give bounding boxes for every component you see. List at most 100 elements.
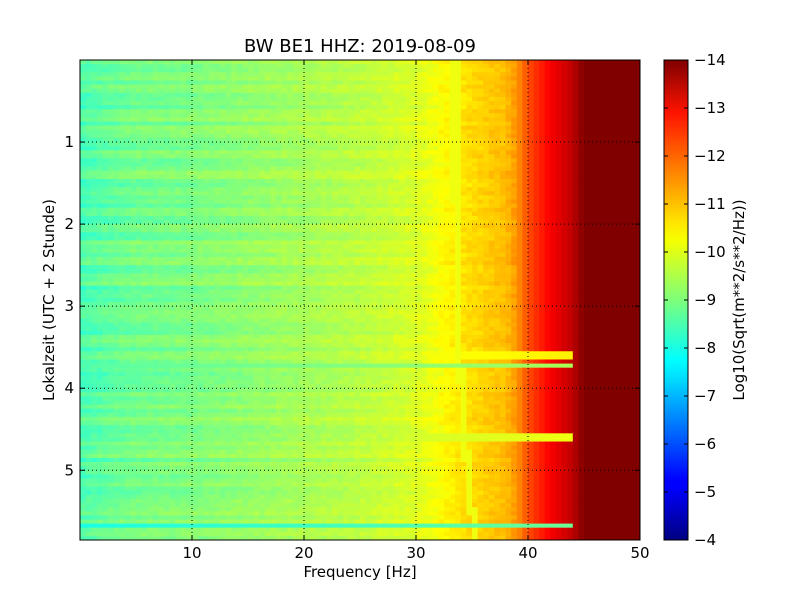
heatmap-cell (444, 244, 451, 250)
heatmap-cell (304, 170, 311, 176)
heatmap-cell (343, 80, 350, 86)
heatmap-cell (309, 224, 316, 229)
heatmap-cell (360, 252, 367, 258)
heatmap-cell (371, 211, 378, 217)
heatmap-cell (113, 76, 120, 82)
heatmap-cell (197, 170, 204, 176)
heatmap-cell (544, 113, 551, 119)
heatmap-cell (270, 72, 277, 78)
heatmap-cell (444, 195, 451, 201)
heatmap-cell (348, 64, 355, 69)
heatmap-cell (539, 228, 546, 233)
heatmap-cell (438, 199, 445, 205)
heatmap-cell (466, 150, 473, 155)
heatmap-cell (315, 72, 322, 78)
heatmap-cell (259, 64, 266, 69)
heatmap-cell (505, 199, 512, 205)
heatmap-cell (533, 211, 540, 217)
heatmap-cell (175, 207, 182, 213)
heatmap-cell (281, 191, 288, 196)
heatmap-cell (388, 224, 395, 229)
heatmap-cell (259, 220, 266, 225)
heatmap-cell (292, 215, 299, 221)
heatmap-cell (141, 158, 148, 164)
heatmap-cell (522, 195, 529, 201)
heatmap-cell (483, 166, 490, 172)
heatmap-cell (477, 72, 484, 78)
heatmap-cell (572, 154, 579, 160)
heatmap-cell (320, 84, 327, 90)
heatmap-cell (102, 162, 109, 168)
heatmap-cell (332, 166, 339, 172)
heatmap-cell (528, 248, 535, 254)
heatmap-cell (628, 64, 635, 69)
heatmap-cell (91, 174, 98, 180)
heatmap-cell (85, 191, 92, 196)
heatmap-cell (444, 142, 451, 147)
heatmap-cell (304, 146, 311, 151)
heatmap-cell (119, 211, 126, 217)
heatmap-cell (214, 109, 221, 114)
heatmap-cell (600, 162, 607, 168)
heatmap-cell (578, 228, 585, 233)
heatmap-cell (410, 232, 417, 238)
heatmap-cell (80, 64, 87, 69)
heatmap-cell (388, 162, 395, 168)
heatmap-cell (337, 64, 344, 69)
heatmap-cell (108, 109, 115, 114)
heatmap-cell (130, 199, 137, 205)
heatmap-cell (96, 215, 103, 221)
heatmap-cell (376, 252, 383, 258)
heatmap-cell (382, 68, 389, 73)
heatmap-cell (522, 240, 529, 246)
heatmap-cell (477, 154, 484, 160)
heatmap-cell (427, 174, 434, 180)
heatmap-cell (292, 92, 299, 98)
heatmap-cell (617, 121, 624, 127)
heatmap-cell (376, 129, 383, 135)
heatmap-cell (164, 158, 171, 164)
heatmap-cell (337, 96, 344, 102)
heatmap-cell (460, 72, 467, 78)
heatmap-cell (315, 121, 322, 127)
heatmap-cell (556, 215, 563, 221)
heatmap-cell (147, 178, 154, 184)
heatmap-cell (141, 183, 148, 188)
heatmap-cell (427, 183, 434, 188)
heatmap-cell (281, 68, 288, 73)
heatmap-cell (488, 64, 495, 69)
heatmap-cell (158, 211, 165, 217)
heatmap-cell (292, 187, 299, 192)
heatmap-cell (354, 199, 361, 205)
heatmap-cell (438, 191, 445, 196)
heatmap-cell (80, 220, 87, 225)
heatmap-cell (281, 162, 288, 168)
heatmap-cell (455, 211, 462, 217)
heatmap-cell (567, 170, 574, 176)
heatmap-cell (561, 244, 568, 250)
heatmap-cell (550, 137, 557, 143)
heatmap-cell (438, 248, 445, 254)
heatmap-cell (220, 228, 227, 233)
heatmap-cell (427, 228, 434, 233)
heatmap-cell (410, 101, 417, 106)
heatmap-cell (544, 236, 551, 242)
heatmap-cell (477, 232, 484, 238)
heatmap-cell (248, 84, 255, 90)
heatmap-cell (628, 170, 635, 176)
heatmap-cell (522, 248, 529, 254)
heatmap-cell (158, 224, 165, 229)
heatmap-cell (416, 121, 423, 127)
heatmap-cell (315, 211, 322, 217)
heatmap-cell (304, 228, 311, 233)
heatmap-cell (606, 60, 613, 65)
heatmap-cell (365, 142, 372, 147)
heatmap-cell (169, 84, 176, 90)
heatmap-cell (136, 125, 143, 131)
heatmap-cell (164, 215, 171, 221)
heatmap-cell (343, 92, 350, 98)
heatmap-cell (388, 199, 395, 205)
heatmap-cell (225, 174, 232, 180)
heatmap-cell (365, 129, 372, 135)
heatmap-cell (561, 88, 568, 94)
